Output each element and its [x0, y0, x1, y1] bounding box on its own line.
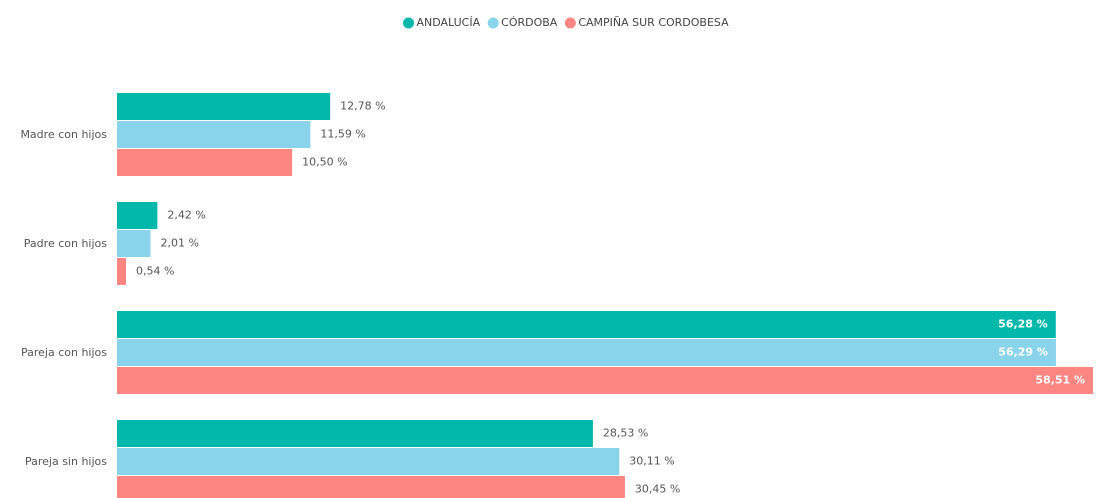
- data-label: 30,11 %: [629, 455, 674, 468]
- y-tick-label: Padre con hijos: [24, 237, 107, 250]
- data-label: 12,78 %: [340, 100, 385, 113]
- legend-marker: [487, 17, 499, 29]
- data-label: 10,50 %: [302, 156, 347, 169]
- data-label: 30,45 %: [635, 483, 680, 496]
- data-label: 58,51 %: [1035, 374, 1085, 387]
- bar: [117, 121, 311, 148]
- bar: [117, 448, 620, 475]
- bar: [117, 476, 625, 498]
- bar: [117, 149, 293, 176]
- bar: [117, 258, 127, 285]
- legend-marker: [564, 17, 576, 29]
- data-label: 11,59 %: [320, 128, 365, 141]
- bar: [117, 93, 331, 120]
- y-tick-label: Pareja sin hijos: [25, 455, 107, 468]
- y-tick-label: Pareja con hijos: [21, 346, 107, 359]
- legend-label: CAMPIÑA SUR CORDOBESA: [578, 16, 729, 29]
- y-tick-label: Madre con hijos: [20, 128, 107, 141]
- data-label: 56,29 %: [998, 346, 1048, 359]
- legend-marker: [403, 17, 414, 29]
- bar: [117, 311, 1056, 338]
- data-label: 2,01 %: [161, 237, 199, 250]
- legend-label: ANDALUCÍA: [417, 16, 481, 29]
- bar: [117, 367, 1093, 394]
- legend-label: CÓRDOBA: [501, 16, 558, 29]
- bar: [117, 420, 593, 447]
- bar: [117, 230, 151, 257]
- data-label: 0,54 %: [136, 265, 174, 278]
- data-label: 28,53 %: [603, 427, 648, 440]
- data-label: 2,42 %: [167, 209, 205, 222]
- data-label: 56,28 %: [998, 318, 1048, 331]
- bar: [117, 202, 158, 229]
- bar: [117, 339, 1056, 366]
